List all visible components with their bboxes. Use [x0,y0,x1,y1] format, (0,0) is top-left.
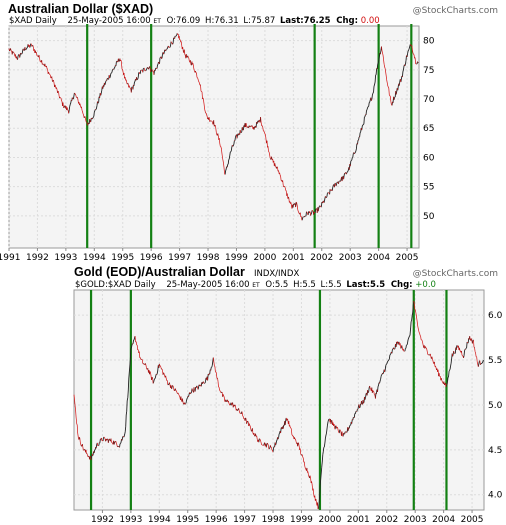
chart1-x-tick-label: 1996 [140,253,163,263]
chart2-watermark: @StockCharts.com [413,269,498,279]
chart2-title: Gold (EOD)/Australian Dollar [74,265,245,279]
chart1-series [8,33,419,221]
chart1-y-tick-label: 65 [423,124,434,134]
chart1-plot-area [8,25,420,249]
chart1-x-tick-label: 2004 [367,253,390,263]
chart2-y-tick-label: 4.5 [488,446,502,456]
chart2-chg-value: +0.0 [415,280,436,290]
chart2-x-tick-label: 2001 [347,515,370,525]
chart1-subtitle-line: $XAD Daily 25-May-2005 16:00 ET O:76.09 … [9,16,380,26]
chart2-x-tick-label: 1999 [290,515,313,525]
chart1-x-tick-label: 2003 [339,253,362,263]
chart2-x-tick-label: 1992 [91,515,114,525]
chart2-x-tick-label: 2004 [432,515,455,525]
chart1-last: Last:76.25 [280,16,331,26]
chart1-x-tick-label: 1998 [197,253,220,263]
chart2-x-tick-label: 2000 [318,515,341,525]
chart1-tz: ET [153,18,161,25]
chart1-chg-label: Chg: [336,16,358,26]
chart2-series-line-down [73,300,481,510]
chart1-x-tick-label: 2001 [282,253,305,263]
chart2-x-tick-label: 1997 [233,515,256,525]
chart1-y-axis: 50 55 60 65 70 75 80 [423,37,435,222]
chart1-x-tick-label: 1995 [111,253,134,263]
chart1-x-tick-label: 1993 [54,253,77,263]
chart2-x-tick-label: 1993 [119,515,142,525]
chart2-vertical-markers [89,290,448,510]
chart1-grid [8,26,419,248]
chart1-x-tick-label: 2002 [310,253,333,263]
chart2-series [73,300,484,510]
chart1-x-axis: 1991 1992 1993 1994 1995 1996 1997 1998 1999 2000… [0,248,419,263]
chart1-open: O:76.09 [167,16,201,26]
chart2-low: L:5.5 [321,280,342,290]
chart1-high: H:76.31 [205,16,239,26]
chart1-series-line-up [9,33,419,221]
chart1-y-tick-label: 55 [423,183,434,193]
chart1-x-tick-label: 2005 [396,253,419,263]
chart1-x-tick-label: 1991 [0,253,20,263]
chart1-x-tick-label: 1997 [168,253,191,263]
chart2-x-tick-label: 2005 [461,515,484,525]
chart2-date: 25-May-2005 16:00 [166,280,249,290]
chart2-x-tick-label: 1998 [262,515,285,525]
chart2-x-tick-label: 2002 [375,515,398,525]
chart2-chg-label: Chg: [391,280,413,290]
chart2-last: Last:5.5 [346,280,385,290]
chart2-x-tick-label: 1994 [148,515,171,525]
chart1-y-tick-label: 50 [423,212,435,222]
chart2-x-tick-label: 1996 [205,515,228,525]
chart2-y-tick-label: 5.5 [488,356,502,366]
chart1-chg-value: 0.00 [361,16,380,26]
chart2-plot-area [73,289,485,511]
chart1-series-line-down [8,33,419,221]
chart1-y-tick-label: 70 [423,95,435,105]
chart2-tz: ET [252,282,260,289]
chart2-x-axis: 1992 1993 1994 1995 1996 1997 1998 1999 2000 2001… [91,510,484,525]
chart2-x-tick-label: 2003 [404,515,427,525]
chart1-watermark: @StockCharts.com [413,6,498,16]
chart1-symbol: $XAD Daily [9,16,57,26]
chart2-high: H:5.5 [293,280,316,290]
chart1-x-tick-label: 1994 [83,253,106,263]
chart2-y-tick-label: 6.0 [488,311,503,321]
chart2-y-axis: 4.0 4.5 5.0 5.5 6.0 [488,311,503,501]
chart1-low: L:75.87 [243,16,275,26]
chart1-date: 25-May-2005 16:00 [68,16,151,26]
chart1-x-tick-label: 1999 [225,253,248,263]
chart2-x-tick-label: 1995 [176,515,199,525]
chart2-subtitle-line: $GOLD:$XAD Daily 25-May-2005 16:00 ET O:… [75,280,436,290]
chart2-title-line: Gold (EOD)/Australian Dollar INDX/INDX [74,261,299,280]
chart1-x-tick-label: 1992 [26,253,49,263]
chart1-y-tick-label: 80 [423,37,435,47]
chart1-x-tick-label: 2000 [253,253,276,263]
chart1-title: Australian Dollar ($XAD) [8,2,153,16]
chart2-y-tick-label: 4.0 [488,491,503,501]
chart1-y-tick-label: 60 [423,153,435,163]
chart2-title-suffix: INDX/INDX [254,269,300,279]
chart2-symbol: $GOLD:$XAD Daily [75,280,156,290]
chart2-open: O:5.5 [265,280,288,290]
chart2-y-tick-label: 5.0 [488,401,503,411]
chart1-y-tick-label: 75 [423,66,434,76]
